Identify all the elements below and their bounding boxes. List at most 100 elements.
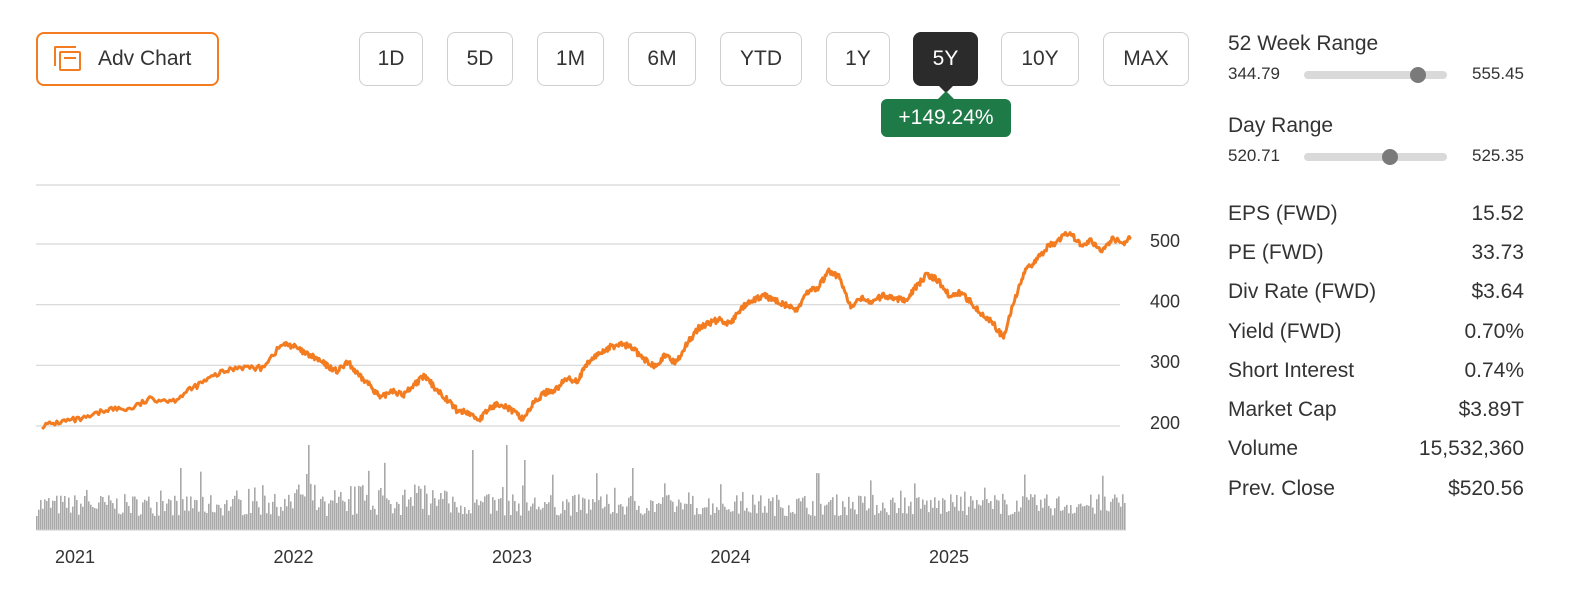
volume-bar: [554, 507, 556, 530]
volume-bar: [946, 511, 948, 530]
price-chart: 200 300 400 500 2021 2022 2023 2024 2025: [36, 184, 1180, 567]
volume-bar: [736, 495, 738, 530]
volume-bar: [1070, 505, 1072, 530]
volume-bar: [512, 494, 514, 530]
volume-bar: [1022, 496, 1024, 530]
volume-bar: [880, 510, 882, 530]
volume-bar: [238, 499, 240, 530]
volume-bar: [720, 484, 722, 530]
volume-bar: [414, 484, 416, 530]
x-tick-label: 2021: [55, 547, 95, 567]
volume-bar: [1012, 513, 1014, 530]
volume-bar: [510, 514, 512, 530]
volume-bar: [662, 497, 664, 530]
volume-bar: [524, 460, 526, 530]
volume-bar: [132, 496, 134, 530]
volume-bar: [174, 495, 176, 530]
volume-bar: [1104, 496, 1106, 530]
volume-bar: [626, 506, 628, 530]
volume-bar: [872, 494, 874, 530]
volume-bar: [300, 494, 302, 530]
volume-bar: [804, 496, 806, 530]
volume-bar: [40, 499, 42, 530]
volume-bar: [544, 502, 546, 530]
volume-bar: [1036, 505, 1038, 530]
volume-bar: [578, 494, 580, 530]
volume-bar: [1006, 504, 1008, 530]
volume-bar: [962, 510, 964, 530]
volume-bar: [56, 495, 58, 530]
volume-bar: [748, 511, 750, 530]
y-tick-label: 200: [1150, 413, 1180, 433]
volume-bar: [710, 514, 712, 530]
volume-bar: [692, 495, 694, 530]
volume-bar: [572, 495, 574, 530]
volume-bar: [284, 498, 286, 530]
y-tick-label: 400: [1150, 291, 1180, 311]
volume-bar: [316, 510, 318, 530]
volume-bar: [154, 515, 156, 530]
volume-bar: [1110, 501, 1112, 530]
volume-bar: [630, 495, 632, 530]
volume-bar: [746, 507, 748, 530]
range-tab-5d[interactable]: 5D: [447, 32, 513, 86]
range-tab-10y[interactable]: 10Y: [1001, 32, 1079, 86]
volume-bar: [62, 501, 64, 530]
volume-bar: [678, 499, 680, 530]
volume-bar: [830, 500, 832, 530]
volume-bar: [104, 502, 106, 530]
volume-bar: [898, 508, 900, 530]
volume-bar: [286, 506, 288, 530]
volume-bar: [682, 509, 684, 530]
volume-bar: [494, 500, 496, 530]
volume-bar: [868, 508, 870, 530]
week52-knob: [1410, 67, 1427, 83]
range-tab-max[interactable]: MAX: [1103, 32, 1189, 86]
volume-bar: [788, 505, 790, 530]
volume-bar: [256, 501, 258, 530]
volume-bar: [366, 494, 368, 530]
volume-bar: [202, 496, 204, 530]
volume-bar: [50, 507, 52, 530]
volume-bar: [766, 512, 768, 530]
volume-bar: [424, 485, 426, 530]
volume-bar: [780, 507, 782, 530]
volume-bar: [832, 497, 834, 530]
volume-bar: [504, 515, 506, 530]
volume-bar: [570, 515, 572, 530]
volume-bar: [390, 504, 392, 530]
volume-bar: [466, 513, 468, 530]
range-tab-5y[interactable]: 5Y: [913, 32, 978, 93]
volume-bar: [1116, 497, 1118, 530]
volume-bar: [828, 501, 830, 530]
stat-value: 15.52: [1471, 201, 1524, 225]
range-tab-1y[interactable]: 1Y: [826, 32, 890, 86]
day-range-title: Day Range: [1228, 114, 1334, 137]
volume-bar: [1058, 496, 1060, 530]
volume-bar: [428, 515, 430, 530]
range-tab-1m[interactable]: 1M: [537, 32, 604, 86]
volume-bar: [402, 495, 404, 530]
volume-bar: [386, 498, 388, 530]
change-badge: +149.24%: [881, 91, 1011, 137]
volume-bar: [642, 514, 644, 530]
stat-label: Div Rate (FWD): [1228, 280, 1377, 304]
volume-bar: [928, 512, 930, 530]
volume-bar: [882, 502, 884, 530]
volume-bar: [200, 471, 202, 530]
volume-bar: [330, 500, 332, 530]
stat-label: Prev. Close: [1228, 476, 1335, 500]
range-tab-1d[interactable]: 1D: [359, 32, 423, 86]
volume-bar: [146, 500, 148, 530]
volume-bar: [598, 500, 600, 530]
volume-bar: [808, 514, 810, 530]
volume-bar: [538, 506, 540, 530]
range-tab-ytd[interactable]: YTD: [720, 32, 802, 86]
volume-bar: [534, 497, 536, 530]
volume-bar: [916, 497, 918, 530]
volume-bar: [998, 500, 1000, 530]
volume-bar: [986, 499, 988, 530]
adv-chart-button[interactable]: Adv Chart: [36, 32, 219, 86]
range-tab-6m[interactable]: 6M: [628, 32, 696, 86]
volume-bar: [144, 499, 146, 530]
